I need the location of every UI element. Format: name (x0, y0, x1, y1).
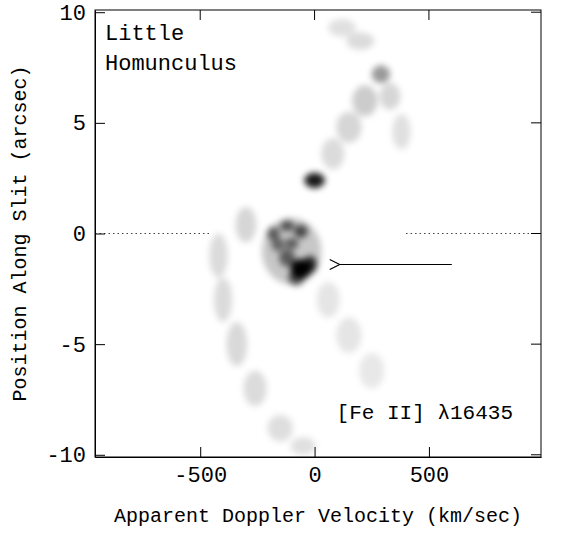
emission-knot (268, 415, 293, 442)
tick: 0 (308, 447, 321, 489)
tick-mark (95, 12, 105, 13)
emission-knot (336, 318, 361, 353)
emission-knot (214, 278, 232, 322)
plot-frame (95, 10, 541, 457)
tick-label: -10 (46, 444, 86, 469)
plot-area (209, 19, 410, 455)
tick: -500 (174, 447, 227, 489)
emission-knot (236, 207, 257, 242)
emission-knot (321, 138, 344, 169)
tick-mark (429, 447, 430, 457)
tick-label: 10 (60, 2, 86, 27)
tick: 500 (410, 447, 450, 489)
emission-knot (392, 114, 410, 149)
tick: 10 (60, 2, 105, 27)
tick-mark (531, 454, 541, 455)
emission-knot (347, 32, 374, 50)
tick-mark (95, 455, 105, 456)
tick-label: 0 (308, 464, 321, 489)
x-axis: -500 0 500 (96, 447, 542, 489)
emission-knot (328, 19, 355, 37)
plot-background (95, 10, 541, 457)
tick-label: -500 (174, 464, 227, 489)
tick: 5 (73, 112, 105, 137)
tick-mark (315, 447, 316, 457)
tick-mark (531, 344, 541, 345)
tick-mark (531, 12, 541, 13)
tick-label: 500 (410, 464, 450, 489)
emission-knot (352, 85, 377, 116)
emission-knot (303, 256, 317, 274)
arrow (340, 264, 452, 265)
x-axis-title: Apparent Doppler Velocity (km/sec) (114, 505, 522, 528)
emission-knot (279, 249, 295, 267)
title-line: Homunculus (105, 52, 237, 77)
tick-mark (95, 344, 105, 345)
emission-knot (291, 437, 316, 455)
emission-knot (209, 234, 227, 278)
emission-knot (372, 65, 390, 83)
y-axis: -10 -5 0 5 10 (46, 2, 105, 470)
tick-mark (95, 123, 105, 124)
emission-knot (227, 322, 248, 366)
tick-mark (200, 447, 201, 457)
tick-mark (531, 233, 541, 234)
emission-knot (244, 371, 267, 406)
tick-mark (531, 122, 541, 123)
tick-mark (314, 10, 315, 20)
y-axis-title: Position Along Slit (arcsec) (9, 65, 32, 401)
emission-knot (336, 112, 361, 143)
tick-mark (95, 234, 105, 235)
title-line: Little (105, 22, 184, 47)
tick: -5 (60, 334, 105, 359)
emission-knot (317, 282, 340, 317)
chart: -500 0 500 -10 -5 0 5 10 Apparent Doppler Veloci… (0, 0, 573, 534)
emission (209, 19, 410, 455)
annotation: [Fe II] λ16435 (337, 402, 513, 425)
tick-label: 0 (73, 223, 86, 248)
tick: 0 (73, 223, 105, 248)
emission-knot (380, 83, 401, 110)
zero-line (406, 233, 541, 234)
emission-knot (359, 353, 384, 388)
tick-mark (428, 10, 429, 20)
emission-knot (304, 173, 325, 188)
tick-label: -5 (60, 334, 86, 359)
tick-label: 5 (73, 112, 86, 137)
emission-knot (288, 270, 304, 285)
zero-line (95, 233, 209, 234)
tick-mark (200, 10, 201, 20)
title: Little Homunculus (105, 22, 237, 77)
